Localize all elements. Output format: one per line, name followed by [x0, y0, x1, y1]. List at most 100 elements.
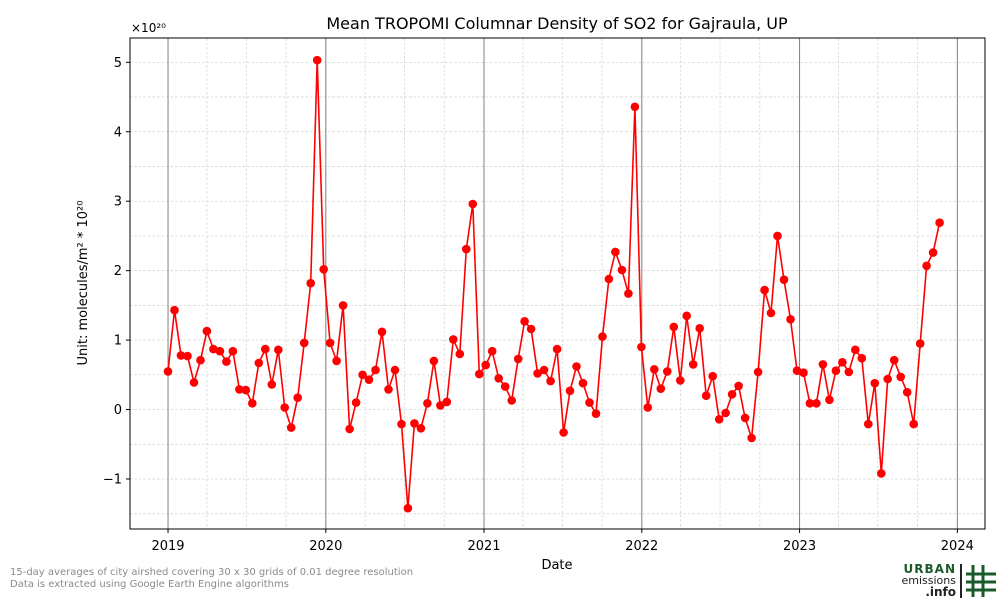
data-point [299, 338, 309, 348]
data-point [410, 419, 419, 428]
y-tick-label: 5 [114, 56, 122, 71]
data-point [572, 362, 581, 371]
data-point [248, 399, 257, 408]
data-point [436, 401, 445, 410]
data-point [617, 265, 627, 275]
plot-area-frame [129, 37, 986, 530]
data-point [487, 346, 497, 356]
logo-word-info: .info [925, 585, 956, 599]
y-tick-label: 4 [114, 125, 122, 140]
data-point [358, 370, 367, 380]
x-tick-label: 2020 [309, 539, 342, 554]
data-point [215, 346, 225, 356]
data-point [565, 386, 575, 396]
data-point [520, 317, 529, 326]
data-point [695, 324, 704, 333]
data-point [196, 355, 205, 365]
data-point [818, 360, 828, 369]
data-point [676, 376, 685, 385]
data-point [228, 346, 238, 356]
data-point [539, 365, 549, 375]
data-point [812, 399, 821, 408]
data-point [650, 365, 659, 374]
data-point [286, 423, 296, 432]
data-point [786, 315, 795, 324]
data-point [838, 358, 847, 367]
data-point [163, 367, 173, 376]
data-point [637, 342, 646, 352]
data-point [656, 384, 666, 394]
x-tick-label: 2021 [467, 539, 500, 554]
data-point [261, 344, 270, 354]
data-point [585, 398, 594, 407]
logo-word-emissions: emissions [901, 574, 957, 587]
data-point [364, 375, 374, 385]
data-point [481, 360, 491, 370]
data-point [377, 327, 387, 337]
data-point [831, 366, 841, 376]
data-point [591, 409, 601, 419]
data-point [552, 344, 562, 354]
data-point [338, 301, 348, 310]
data-point [883, 374, 892, 384]
data-point [760, 285, 769, 295]
y-axis-multiplier: ×10²⁰ [131, 21, 166, 35]
data-point [714, 415, 724, 424]
y-tick-label: −1 [103, 472, 122, 487]
data-point [688, 360, 698, 369]
data-point [475, 369, 484, 379]
data-point [345, 424, 354, 434]
data-point [935, 218, 944, 227]
data-point [643, 403, 653, 412]
data-point [740, 413, 750, 423]
data-point [403, 503, 413, 513]
data-point [416, 424, 426, 433]
data-point [922, 261, 931, 271]
data-point [423, 399, 432, 408]
data-point [721, 408, 730, 418]
data-point [864, 419, 873, 429]
x-tick-label: 2024 [941, 539, 974, 554]
data-point [559, 428, 568, 437]
footnote-source: Data is extracted using Google Earth Eng… [10, 579, 289, 590]
x-tick-label: 2019 [151, 539, 184, 554]
data-point [280, 403, 290, 412]
data-point [274, 345, 283, 355]
y-tick-label: 3 [114, 195, 122, 210]
data-point [397, 419, 406, 429]
data-point [598, 332, 607, 341]
data-point [170, 305, 179, 315]
data-point [708, 371, 717, 381]
y-tick-label: 1 [114, 334, 122, 349]
data-point [701, 391, 711, 401]
data-point [390, 365, 400, 375]
data-point [611, 247, 620, 257]
data-point [669, 322, 679, 332]
data-point [773, 231, 782, 241]
logo-word-urban: URBAN [903, 562, 956, 576]
data-point [857, 353, 867, 363]
data-point [877, 469, 886, 478]
data-point [682, 311, 691, 321]
data-point [293, 393, 303, 403]
data-point [468, 199, 478, 209]
data-point [533, 369, 542, 378]
data-point [909, 419, 918, 429]
data-point [267, 380, 277, 389]
data-point [455, 349, 465, 359]
data-point [183, 351, 192, 361]
data-point [734, 381, 743, 391]
data-point [235, 385, 244, 394]
data-point [604, 274, 614, 284]
data-point [332, 356, 341, 366]
data-point [325, 338, 335, 348]
footnote-resolution: 15-day averages of city airshed covering… [10, 567, 414, 578]
data-point [805, 399, 815, 408]
data-point [928, 248, 938, 257]
data-point [844, 367, 854, 377]
data-point [429, 356, 439, 366]
data-point [442, 397, 452, 407]
data-point [462, 244, 471, 254]
y-tick-label: 0 [114, 403, 122, 418]
data-point [202, 326, 212, 336]
